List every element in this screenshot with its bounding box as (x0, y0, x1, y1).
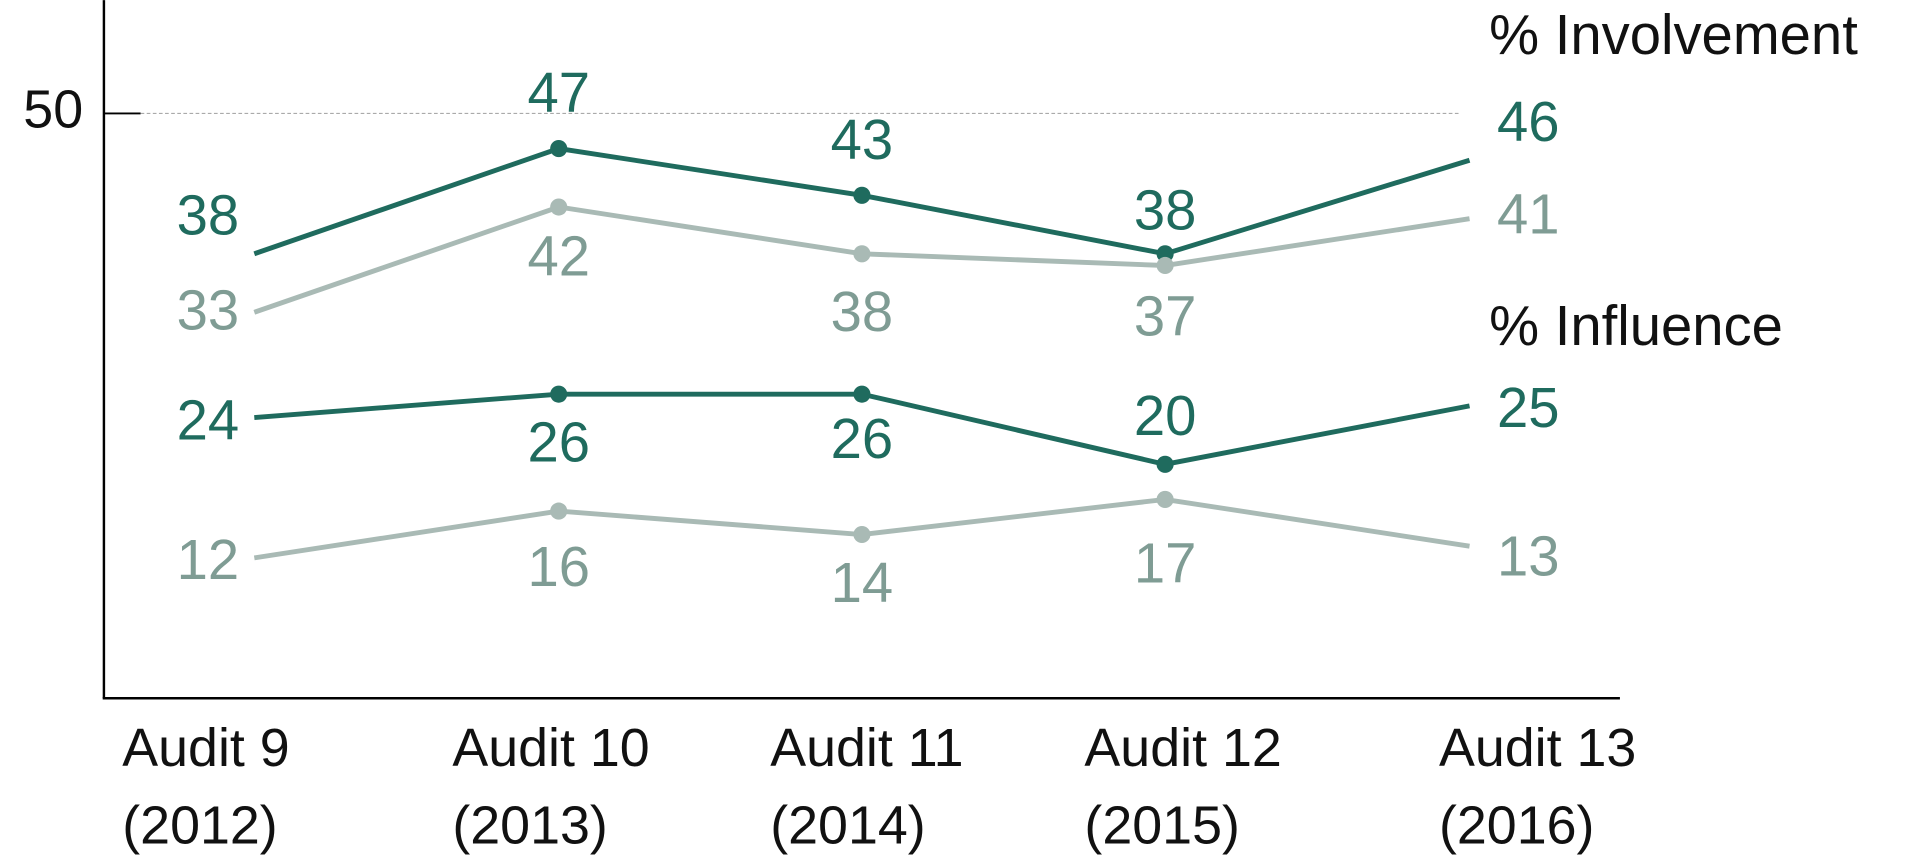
data-label: 25 (1497, 376, 1560, 439)
data-label: 38 (831, 280, 894, 343)
x-tick-label: (2014) (770, 795, 925, 855)
data-label: 43 (831, 108, 894, 171)
x-tick-label: Audit 11 (770, 718, 963, 778)
data-point (550, 385, 568, 403)
data-label: 26 (831, 407, 894, 470)
data-point (853, 186, 871, 204)
data-point (853, 385, 871, 403)
data-label: 42 (527, 225, 590, 288)
data-label: 13 (1497, 525, 1560, 588)
data-label: 37 (1134, 284, 1197, 347)
data-point (1156, 455, 1174, 473)
data-label: 41 (1497, 183, 1560, 246)
data-label: 20 (1134, 384, 1197, 447)
y-tick-label: 50 (23, 80, 83, 140)
data-point (1156, 256, 1174, 275)
annotation: % Involvement (1489, 3, 1858, 66)
data-label: 26 (527, 411, 590, 474)
data-label: 38 (177, 183, 240, 246)
data-point (853, 245, 871, 263)
data-point (1156, 245, 1174, 263)
x-tick-label: (2015) (1084, 795, 1239, 855)
x-tick-label: Audit 10 (452, 718, 649, 778)
data-point (550, 139, 568, 158)
data-label: 17 (1134, 532, 1197, 595)
data-label: 47 (527, 61, 590, 124)
data-label: 46 (1497, 90, 1560, 153)
x-tick-label: (2016) (1439, 795, 1594, 855)
x-tick-label: Audit 9 (122, 718, 289, 778)
x-tick-label: (2012) (122, 795, 277, 855)
data-point (550, 198, 568, 216)
data-label: 16 (527, 535, 590, 598)
data-label: 38 (1134, 179, 1197, 242)
data-label: 14 (831, 551, 894, 614)
data-label: 33 (177, 279, 240, 342)
x-tick-label: (2013) (452, 795, 607, 855)
data-point (853, 525, 871, 544)
data-point (550, 502, 568, 520)
x-tick-label: Audit 13 (1439, 718, 1636, 778)
data-point (1156, 490, 1174, 508)
data-label: 24 (177, 389, 240, 452)
x-tick-label: Audit 12 (1084, 718, 1281, 778)
annotation: % Influence (1489, 294, 1783, 357)
data-label: 12 (177, 528, 240, 591)
